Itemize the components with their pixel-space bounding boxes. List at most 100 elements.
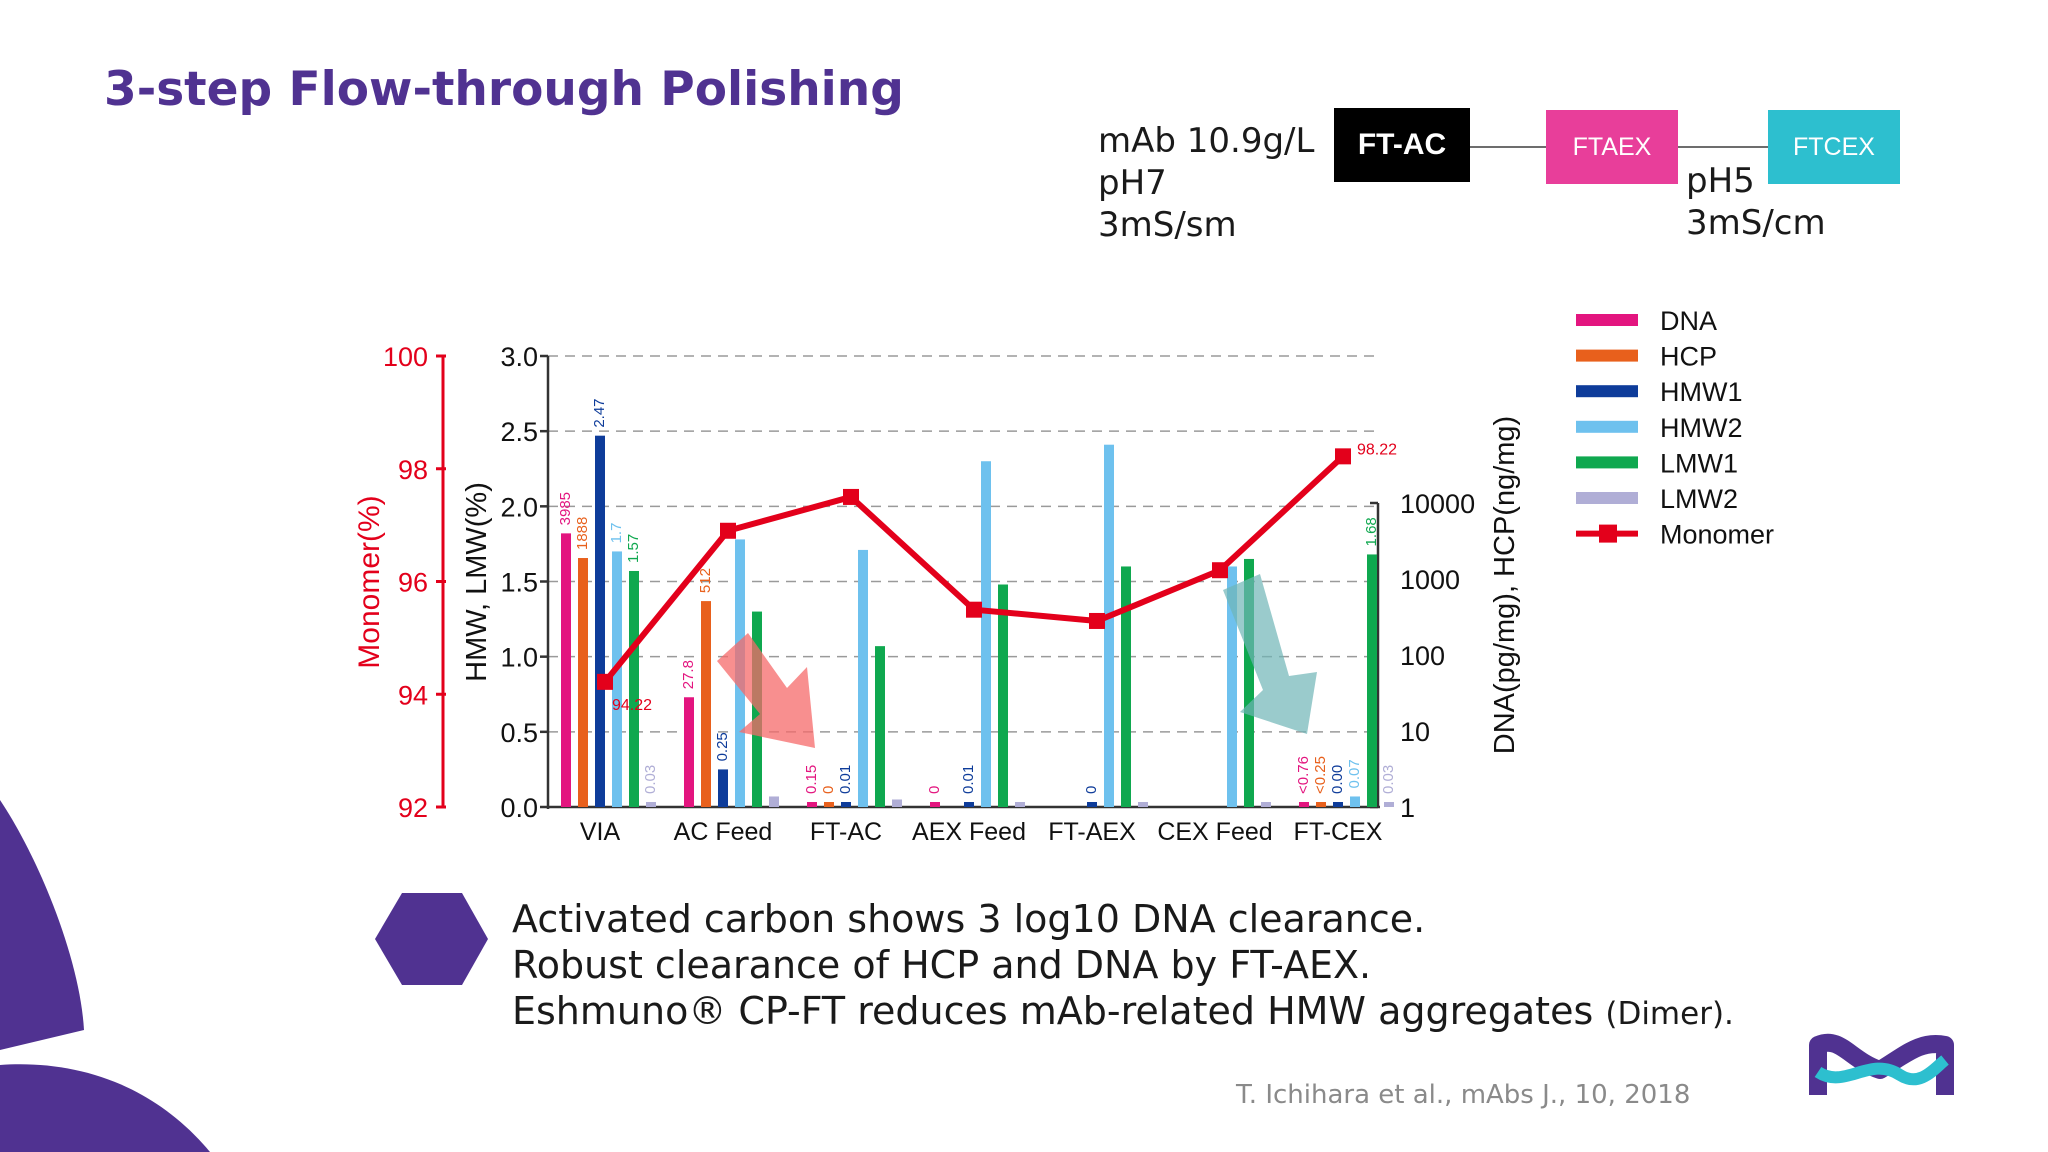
legend-label: DNA — [1660, 306, 1717, 336]
hmw-tick-label: 1.5 — [500, 568, 538, 598]
ftcex-ph: pH5 — [1686, 161, 1755, 201]
bullet-line-3: Eshmuno® CP-FT reduces mAb-related HMW a… — [512, 988, 1734, 1037]
hmw-tick-label: 2.0 — [500, 492, 538, 522]
bar-value-label: <0.25 — [1312, 756, 1329, 794]
bar-hmw1 — [841, 802, 851, 807]
bar-lmw1 — [998, 584, 1008, 807]
bar-hcp — [824, 802, 834, 807]
bar-value-label: 1.7 — [608, 523, 625, 544]
bar-value-label: 0 — [820, 786, 837, 794]
legend-swatch — [1576, 349, 1638, 362]
purple-blob-left — [0, 800, 84, 1050]
bullet-line-3-suffix: (Dimer). — [1605, 996, 1734, 1032]
bar-value-label: 0 — [926, 786, 943, 794]
bar-value-label: 512 — [697, 568, 714, 593]
bar-dna — [561, 533, 571, 807]
bar-lmw2 — [646, 802, 656, 807]
bar-hmw1 — [718, 769, 728, 807]
monomer-tick-label: 96 — [398, 568, 428, 598]
bar-hmw1 — [595, 435, 605, 807]
monomer-tick-label: 92 — [398, 793, 428, 823]
monomer-axis-label: Monomer(%) — [353, 495, 386, 668]
chart-legend: DNA HCP HMW1 HMW2 LMW1 LMW2 Monomer — [1576, 306, 1774, 550]
legend-label: HMW2 — [1660, 413, 1743, 443]
step-ftaex-label: FTAEX — [1572, 132, 1652, 161]
step-ft-ac-box: FT-AC — [1334, 108, 1470, 182]
step-ftaex-box: FTAEX — [1546, 110, 1678, 184]
bar-dna — [1299, 802, 1309, 807]
bar-value-label: 3985 — [557, 492, 574, 525]
x-tick-label: FT-AC — [810, 818, 882, 846]
bar-value-label: 0.00 — [1329, 765, 1346, 794]
monomer-point — [720, 522, 736, 539]
chart-arrows — [717, 574, 1317, 748]
hmw-tick-label: 1.0 — [500, 643, 538, 673]
bar-lmw2 — [1384, 802, 1394, 807]
ftcex-conditions: pH5 3mS/cm — [1686, 160, 1826, 244]
summary-bullets: Activated carbon shows 3 log10 DNA clear… — [512, 896, 1734, 1037]
bar-hcp — [1316, 802, 1326, 807]
bar-hmw2 — [1104, 444, 1114, 807]
step-ft-ac-label: FT-AC — [1357, 128, 1447, 161]
monomer-point — [597, 673, 613, 690]
bar-lmw2 — [1015, 802, 1025, 807]
hmw-axis-label: HMW, LMW(%) — [461, 482, 493, 682]
feed-conditions: mAb 10.9g/L pH7 3mS/sm — [1098, 120, 1314, 246]
bar-lmw1 — [629, 570, 639, 807]
feed-ph: pH7 — [1098, 163, 1167, 203]
x-tick-label: CEX Feed — [1157, 818, 1272, 846]
citation: T. Ichihara et al., mAbs J., 10, 2018 — [1236, 1080, 1691, 1110]
bullet-line-2: Robust clearance of HCP and DNA by FT-AE… — [512, 943, 1372, 987]
monomer-point — [1089, 612, 1105, 629]
legend-swatch — [1576, 420, 1638, 433]
bar-hmw2 — [981, 461, 991, 807]
bar-dna — [684, 697, 694, 807]
legend-label: HCP — [1660, 342, 1717, 372]
feed-conductivity: 3mS/sm — [1098, 205, 1237, 245]
bar-hmw1 — [1333, 802, 1343, 807]
chart-bars — [561, 435, 1394, 807]
bar-lmw2 — [892, 799, 902, 807]
bar-dna — [930, 802, 940, 807]
bar-hmw2 — [858, 549, 868, 807]
bar-value-label: 0.01 — [837, 765, 854, 794]
legend-label: LMW2 — [1660, 484, 1738, 514]
bar-value-label: 2.47 — [591, 398, 608, 427]
hexagon-bullet-icon — [375, 893, 488, 985]
bar-value-label: 0.03 — [1380, 765, 1397, 794]
legend-label: Monomer — [1660, 520, 1774, 550]
purple-blob-bottom — [0, 1064, 210, 1152]
bar-dna — [807, 802, 817, 807]
monomer-value-label: 98.22 — [1357, 441, 1397, 458]
slide-title: 3-step Flow-through Polishing — [104, 62, 904, 117]
x-tick-label: AC Feed — [674, 818, 773, 846]
ftcex-conductivity: 3mS/cm — [1686, 203, 1826, 243]
legend-marker — [1599, 524, 1617, 543]
bar-value-label: 0 — [1083, 786, 1100, 794]
decrease-arrow-teal — [1223, 574, 1317, 734]
legend-label: LMW1 — [1660, 448, 1738, 478]
bar-value-label: 0.01 — [960, 765, 977, 794]
bar-value-label: 0.03 — [642, 765, 659, 794]
legend-swatch — [1576, 492, 1638, 504]
bar-hcp — [578, 558, 588, 807]
bar-lmw1 — [875, 646, 885, 807]
monomer-value-label: 94.22 — [612, 697, 652, 714]
x-tick-label: VIA — [580, 818, 621, 846]
legend-swatch — [1576, 456, 1638, 469]
log-tick-label: 10 — [1400, 717, 1430, 747]
hmw-tick-label: 3.0 — [500, 342, 538, 372]
bar-hcp — [701, 601, 711, 807]
chart-axes: 92949698100Monomer(%)0.00.51.01.52.02.53… — [353, 342, 1521, 846]
hmw-tick-label: 2.5 — [500, 417, 538, 447]
bar-value-label: 1.68 — [1363, 517, 1380, 546]
bullet-line-1: Activated carbon shows 3 log10 DNA clear… — [512, 897, 1426, 941]
bar-lmw2 — [1138, 802, 1148, 807]
legend-swatch — [1576, 385, 1638, 398]
decrease-arrow-red — [717, 633, 815, 748]
log-tick-label: 1 — [1400, 793, 1415, 823]
bar-hmw2 — [1227, 566, 1237, 807]
bar-hmw2 — [612, 551, 622, 807]
